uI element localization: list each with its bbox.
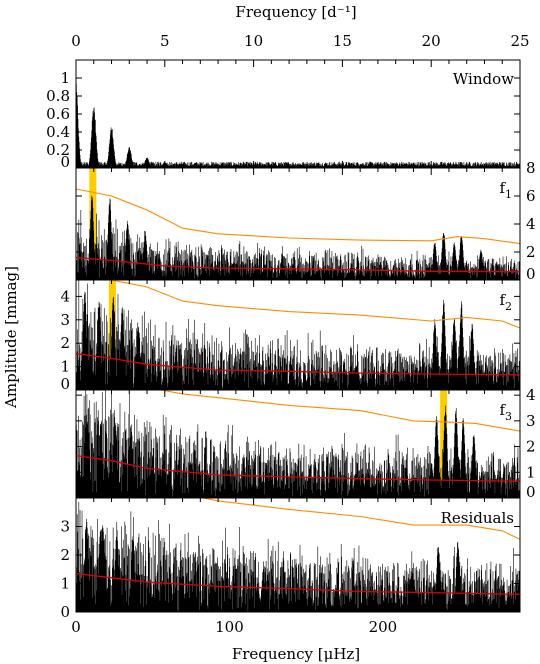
significance-threshold-line <box>201 498 520 540</box>
panel-plot-area <box>76 498 520 612</box>
top-tick-label: 20 <box>422 32 441 50</box>
y-tick-label: 0 <box>60 153 70 171</box>
spectrum-line <box>76 280 520 390</box>
noise-level-line <box>76 454 520 482</box>
y-tick-label: 3 <box>60 311 70 329</box>
top-tick-label: 10 <box>244 32 263 50</box>
y-tick-label: 4 <box>60 287 70 305</box>
significance-threshold-line <box>102 280 520 329</box>
y-tick-label: 0.6 <box>46 105 70 123</box>
y-tick-label: 2 <box>60 546 70 564</box>
panel-plot-area <box>76 168 520 280</box>
y-tick-label: 3 <box>60 518 70 536</box>
y-tick-label: 4 <box>526 215 536 233</box>
top-tick-label: 15 <box>333 32 352 50</box>
bottom-axis-title: Frequency [μHz] <box>232 645 360 663</box>
y-tick-label: 0 <box>60 375 70 393</box>
panel-f3: 0 1 2 3 4 f3 <box>75 386 536 501</box>
panel-label: f2 <box>499 291 512 313</box>
panel-label: Window <box>453 70 514 88</box>
panel-f2: 01 2 3 4 f2 <box>60 279 521 393</box>
panel-f1: 0 2 4 6 8 f1 <box>75 159 536 283</box>
y-tick-label: 0.2 <box>46 141 70 159</box>
panel-window: 00.20.40.60.81 Window <box>46 59 521 171</box>
panel-label: f1 <box>499 179 512 201</box>
y-tick-label: 4 <box>526 386 536 404</box>
bottom-tick-label: 100 <box>215 618 244 636</box>
y-tick-label: 0.4 <box>46 123 70 141</box>
noise-level-line <box>76 572 520 595</box>
spectrum-line <box>76 84 520 168</box>
y-tick-label: 0 <box>60 603 70 621</box>
y-tick-label: 3 <box>526 412 536 430</box>
top-tick-label: 5 <box>160 32 170 50</box>
panel-plot-area <box>76 390 520 498</box>
y-tick-label: 6 <box>526 187 536 205</box>
y-tick-label: 1 <box>60 575 70 593</box>
y-tick-label: 2 <box>526 438 536 456</box>
y-tick-label: 1 <box>60 69 70 87</box>
noise-level-line <box>76 353 520 376</box>
panel-label: Residuals <box>441 509 514 527</box>
top-axis-title: Frequency [d⁻¹] <box>235 3 356 21</box>
panel-residuals: 0 1 2 3 Residuals <box>60 497 521 621</box>
top-tick-label: 0 <box>71 32 81 50</box>
y-axis-title: Amplitude [mmag] <box>2 266 20 409</box>
y-tick-label: 0 <box>526 483 536 501</box>
top-tick-label: 25 <box>510 32 529 50</box>
significance-threshold-line <box>158 390 520 432</box>
y-tick-label: 0 <box>526 265 536 283</box>
y-tick-label: 1 <box>526 463 536 481</box>
noise-level-line <box>76 256 520 273</box>
y-tick-label: 8 <box>526 159 536 177</box>
panel-label: f3 <box>499 401 512 423</box>
significance-threshold-line <box>76 188 520 245</box>
panel-plot-area <box>76 280 520 390</box>
y-tick-label: 1 <box>60 358 70 376</box>
panel-plot-area <box>76 84 520 168</box>
y-tick-label: 0.8 <box>46 87 70 105</box>
bottom-tick-label: 0 <box>71 618 81 636</box>
bottom-tick-label: 200 <box>369 618 398 636</box>
y-tick-label: 2 <box>60 334 70 352</box>
y-tick-label: 2 <box>526 243 536 261</box>
